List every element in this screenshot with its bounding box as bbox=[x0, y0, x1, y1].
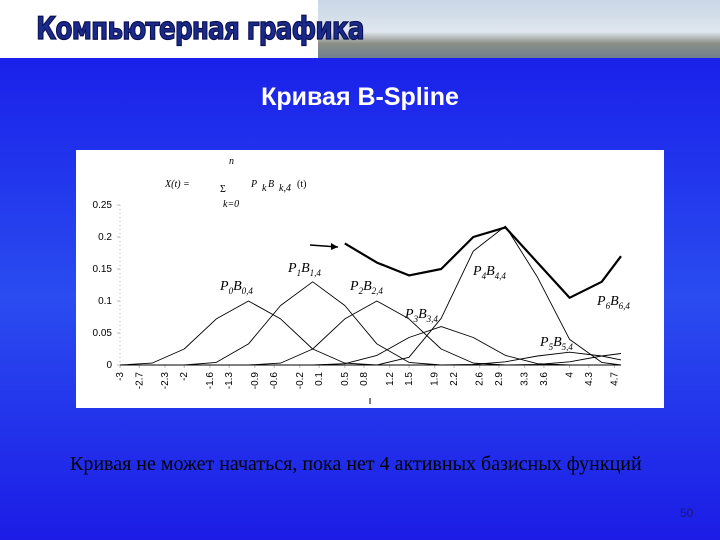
y-tick-label: 0.05 bbox=[93, 328, 113, 339]
curve-label-part: P bbox=[219, 279, 229, 294]
y-tick-label: 0.2 bbox=[98, 232, 112, 243]
curve-label-part: B bbox=[610, 294, 619, 309]
curve-label: P4B4,4 bbox=[472, 264, 506, 281]
x-tick-label: -0.2 bbox=[295, 372, 306, 390]
x-tick-label: 1.9 bbox=[430, 372, 441, 386]
curve-label-part: B bbox=[553, 335, 562, 350]
curve-label-part: 2 bbox=[359, 286, 364, 296]
formula-arg: (t) bbox=[297, 179, 306, 190]
curve-label-part: 6,4 bbox=[619, 301, 631, 311]
x-tick-label: 4.3 bbox=[584, 372, 595, 386]
curve-label-part: B bbox=[233, 279, 242, 294]
x-tick-label: 2.9 bbox=[494, 372, 505, 386]
x-tick-label: 2.2 bbox=[449, 372, 460, 386]
curve-label: P3B3,4 bbox=[404, 307, 438, 324]
curve-label-part: 0 bbox=[229, 286, 234, 296]
curve-label-part: 5,4 bbox=[562, 342, 574, 352]
slide-title: Кривая B-Spline bbox=[261, 83, 459, 111]
header-photo bbox=[318, 0, 720, 58]
curve-label-part: 4,4 bbox=[495, 271, 507, 281]
formula-lhs: X(t) = bbox=[164, 179, 190, 190]
curve-label: P6B6,4 bbox=[596, 294, 630, 311]
y-tick-label: 0 bbox=[106, 360, 112, 371]
curve-label-part: P bbox=[472, 264, 482, 279]
curve-label-part: 0,4 bbox=[242, 286, 254, 296]
curve-label-part: 3 bbox=[413, 314, 419, 324]
x-tick-label: 3.6 bbox=[539, 372, 550, 386]
x-tick-label: 4.7 bbox=[610, 372, 621, 386]
curve-label-part: 5 bbox=[549, 342, 554, 352]
header-title: Компьютерная графика bbox=[36, 9, 366, 47]
curve-label: P0B0,4 bbox=[219, 279, 253, 296]
curve-label-part: 4 bbox=[482, 271, 487, 281]
curve-label-part: B bbox=[418, 307, 427, 322]
formula-term: P bbox=[250, 179, 257, 190]
curve-label-part: P bbox=[349, 279, 359, 294]
y-tick-label: 0.1 bbox=[98, 296, 112, 307]
x-tick-label: 0.1 bbox=[314, 372, 325, 386]
x-tick-label: -0.6 bbox=[269, 372, 280, 390]
curve-label-part: 1,4 bbox=[310, 268, 322, 278]
formula-term-sub: k bbox=[262, 183, 267, 194]
x-tick-label: -2.7 bbox=[134, 372, 145, 390]
formula-sum: Σ bbox=[220, 184, 226, 195]
x-tick-label: -3 bbox=[115, 372, 126, 381]
curve-label-part: 6 bbox=[606, 301, 611, 311]
curve-label-part: B bbox=[301, 261, 310, 276]
curve-label-part: 3,4 bbox=[426, 314, 439, 324]
curve-label-part: B bbox=[486, 264, 495, 279]
x-tick-label: -2 bbox=[179, 372, 190, 381]
curve-label-part: 1 bbox=[297, 268, 302, 278]
curve-label: P5B5,4 bbox=[539, 335, 573, 352]
formula-basis: B bbox=[268, 179, 274, 190]
basis-curve bbox=[120, 353, 622, 366]
x-tick-label: -0.9 bbox=[250, 372, 261, 390]
formula-upper: n bbox=[229, 156, 234, 167]
header-banner: Компьютерная графика bbox=[0, 0, 720, 58]
y-tick-label: 0.25 bbox=[93, 200, 113, 211]
curve-label-part: P bbox=[539, 335, 549, 350]
x-tick-label: 1.2 bbox=[385, 372, 396, 386]
x-tick-label: 4 bbox=[565, 372, 576, 378]
x-tick-label: 0.8 bbox=[359, 372, 370, 386]
curve-label-part: P bbox=[596, 294, 606, 309]
curve-label: P1B1,4 bbox=[287, 261, 321, 278]
x-tick-label: -1.6 bbox=[205, 372, 216, 390]
x-tick-label: -1.3 bbox=[224, 372, 235, 390]
curve-label-part: P bbox=[404, 307, 414, 322]
x-tick-label: 0.5 bbox=[340, 372, 351, 386]
x-tick-label: 2.6 bbox=[475, 372, 486, 386]
body-text: Кривая не может начаться, пока нет 4 акт… bbox=[70, 453, 642, 475]
curve-label-part: B bbox=[363, 279, 372, 294]
x-tick-label: -2.3 bbox=[160, 372, 171, 390]
curve-label-part: P bbox=[287, 261, 297, 276]
page-number: 50 bbox=[680, 506, 694, 520]
arrow-head bbox=[331, 243, 338, 250]
sum-curve bbox=[344, 226, 622, 299]
x-tick-label: 1.5 bbox=[404, 372, 415, 386]
y-tick-label: 0.15 bbox=[93, 264, 113, 275]
curve-label-part: 2,4 bbox=[372, 286, 384, 296]
chart: 00.050.10.150.20.25-3 -2.7 -2.3 -2 -1.6 -1.3-… bbox=[76, 150, 664, 408]
curve-label: P2B2,4 bbox=[349, 279, 383, 296]
x-tick-label: 3.3 bbox=[520, 372, 531, 386]
formula-basis-sub: k,4 bbox=[279, 183, 291, 194]
formula-lower: k=0 bbox=[223, 199, 239, 210]
